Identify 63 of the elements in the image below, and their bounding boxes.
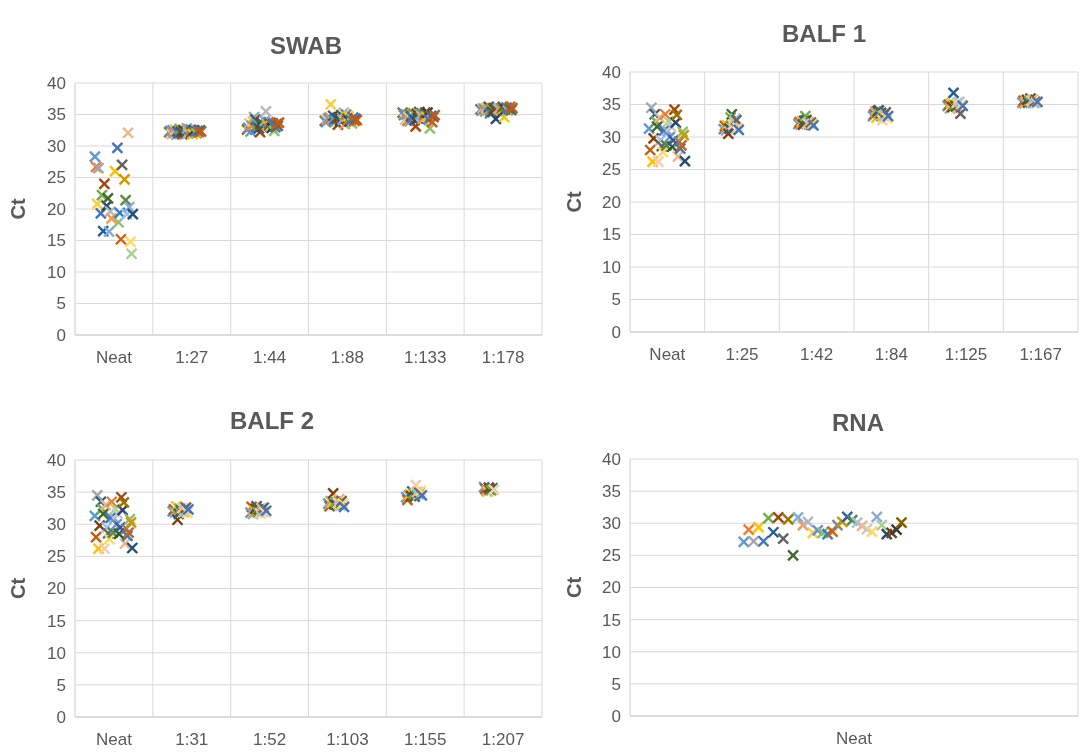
y-tick-label: 0 [56,707,66,727]
y-tick-label: 15 [47,611,66,631]
x-tick-label: 1:103 [326,730,369,749]
x-tick-label: 1:25 [725,345,759,364]
chart-title: RNA [832,409,884,436]
y-tick-label: 25 [47,547,66,567]
y-tick-label: 10 [47,262,66,282]
x-tick-label: 1:84 [874,345,908,364]
x-tick-label: 1:207 [481,730,525,749]
x-tick-label: 1:178 [481,348,525,367]
chart-title: SWAB [270,32,342,59]
y-tick-label: 5 [56,675,66,695]
y-tick-label: 40 [602,62,621,82]
x-tick-label: 1:44 [253,348,287,367]
y-tick-label: 5 [611,674,621,694]
y-tick-label: 35 [47,483,66,503]
x-tick-label: 1:88 [330,348,364,367]
y-tick-label: 30 [47,515,66,535]
y-tick-label: 35 [47,105,66,125]
chart-title: BALF 1 [782,20,866,47]
x-tick-label: 1:52 [253,730,287,749]
y-axis-title: Ct [7,198,29,220]
y-tick-label: 35 [602,95,621,115]
chart-title: BALF 2 [230,407,314,434]
y-tick-label: 25 [47,168,66,188]
x-tick-label: 1:42 [800,345,834,364]
y-tick-label: 15 [602,610,621,630]
x-tick-label: Neat [836,729,873,748]
y-tick-label: 10 [602,642,621,662]
y-tick-label: 25 [602,546,621,566]
x-tick-label: 1:133 [403,348,447,367]
y-axis-title: Ct [7,577,29,600]
x-tick-label: Neat [95,348,133,367]
x-tick-label: 1:155 [403,730,447,749]
x-tick-label: 1:31 [175,730,209,749]
y-tick-label: 0 [611,322,621,342]
y-tick-label: 20 [47,579,66,599]
y-tick-label: 20 [602,578,621,598]
y-tick-label: 40 [47,73,66,93]
y-tick-label: 5 [611,290,621,310]
y-tick-label: 10 [47,643,66,663]
y-tick-label: 40 [47,450,66,470]
y-tick-label: 35 [602,482,621,502]
y-tick-label: 15 [602,225,621,245]
y-tick-label: 30 [47,136,66,156]
y-tick-label: 25 [602,160,621,180]
y-tick-label: 5 [56,294,66,314]
x-tick-label: 1:27 [175,348,209,367]
y-tick-label: 0 [56,325,66,345]
y-tick-label: 0 [611,706,621,726]
y-tick-label: 20 [602,192,621,212]
y-axis-title: Ct [563,191,585,213]
y-axis-title: Ct [563,576,585,599]
x-tick-label: Neat [95,730,133,749]
y-tick-label: 10 [602,257,621,277]
y-tick-label: 30 [602,514,621,534]
y-tick-label: 15 [47,231,66,251]
y-tick-label: 40 [602,449,621,469]
x-tick-label: 1:167 [1019,345,1062,364]
x-tick-label: Neat [649,345,686,364]
x-tick-label: 1:125 [944,345,988,364]
y-tick-label: 20 [47,199,66,219]
y-tick-label: 30 [602,127,621,147]
